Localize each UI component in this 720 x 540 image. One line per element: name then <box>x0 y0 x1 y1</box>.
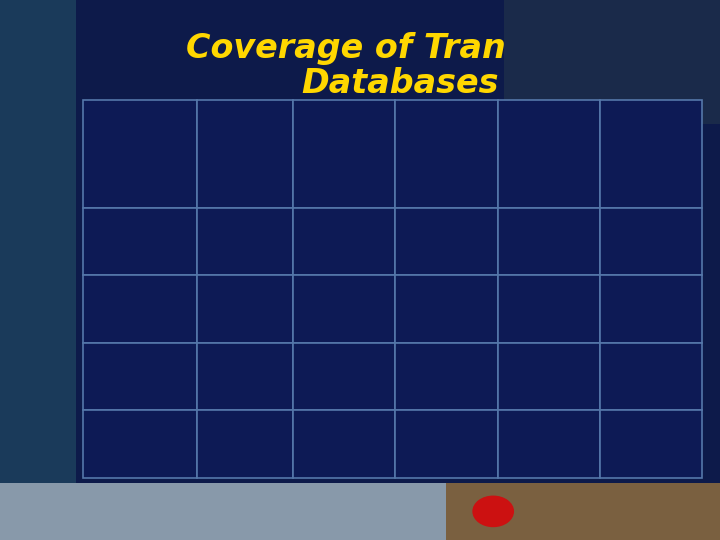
Text: 8,317: 8,317 <box>203 293 237 306</box>
Text: Genome Sciences Centre: Genome Sciences Centre <box>32 502 284 521</box>
Text: Databases: Databases <box>301 67 498 100</box>
Text: 9,413: 9,413 <box>503 428 537 441</box>
Text: Number
Observable
(single): Number Observable (single) <box>503 137 567 171</box>
Text: 24674: 24674 <box>299 225 336 238</box>
Text: 5122: 5122 <box>503 293 534 306</box>
Text: 13,076: 13,076 <box>606 360 647 373</box>
Text: BC Cancer Agency: BC Cancer Agency <box>509 502 693 521</box>
Text: 15,008: 15,008 <box>401 360 442 373</box>
Text: 7,479: 7,479 <box>606 428 639 441</box>
Text: 16,416: 16,416 <box>503 360 544 373</box>
Text: 17,720: 17,720 <box>203 360 244 373</box>
Text: MGC: MGC <box>89 428 116 441</box>
Text: 19536: 19536 <box>503 225 541 238</box>
Text: 14,594: 14,594 <box>203 428 244 441</box>
Text: % observed
(single): % observed (single) <box>606 143 671 165</box>
Text: 25,226: 25,226 <box>203 225 244 238</box>
Text: 14334: 14334 <box>606 225 643 238</box>
Text: 21277: 21277 <box>401 225 438 238</box>
Text: *: * <box>487 500 500 523</box>
Text: Number
Observable
(multiple): Number Observable (multiple) <box>299 137 363 171</box>
Text: Coverage of Transcript: Coverage of Transcript <box>186 32 613 65</box>
Text: 4455: 4455 <box>401 293 431 306</box>
Text: Number of
Transcripts: Number of Transcripts <box>203 143 264 165</box>
Text: 1308: 1308 <box>606 293 635 306</box>
Text: Data source: Data source <box>89 149 156 159</box>
Text: 7598: 7598 <box>299 293 329 306</box>
Text: 17,319: 17,319 <box>299 360 341 373</box>
Text: 14,225: 14,225 <box>401 428 442 441</box>
Text: RefSeq NM: RefSeq NM <box>89 360 153 373</box>
Text: Ensembl
(known): Ensembl (known) <box>89 218 139 246</box>
Text: Ensembl
(predicted): Ensembl (predicted) <box>89 285 154 313</box>
Text: % observed
(multiple): % observed (multiple) <box>401 143 467 165</box>
Text: 14,518: 14,518 <box>299 428 340 441</box>
